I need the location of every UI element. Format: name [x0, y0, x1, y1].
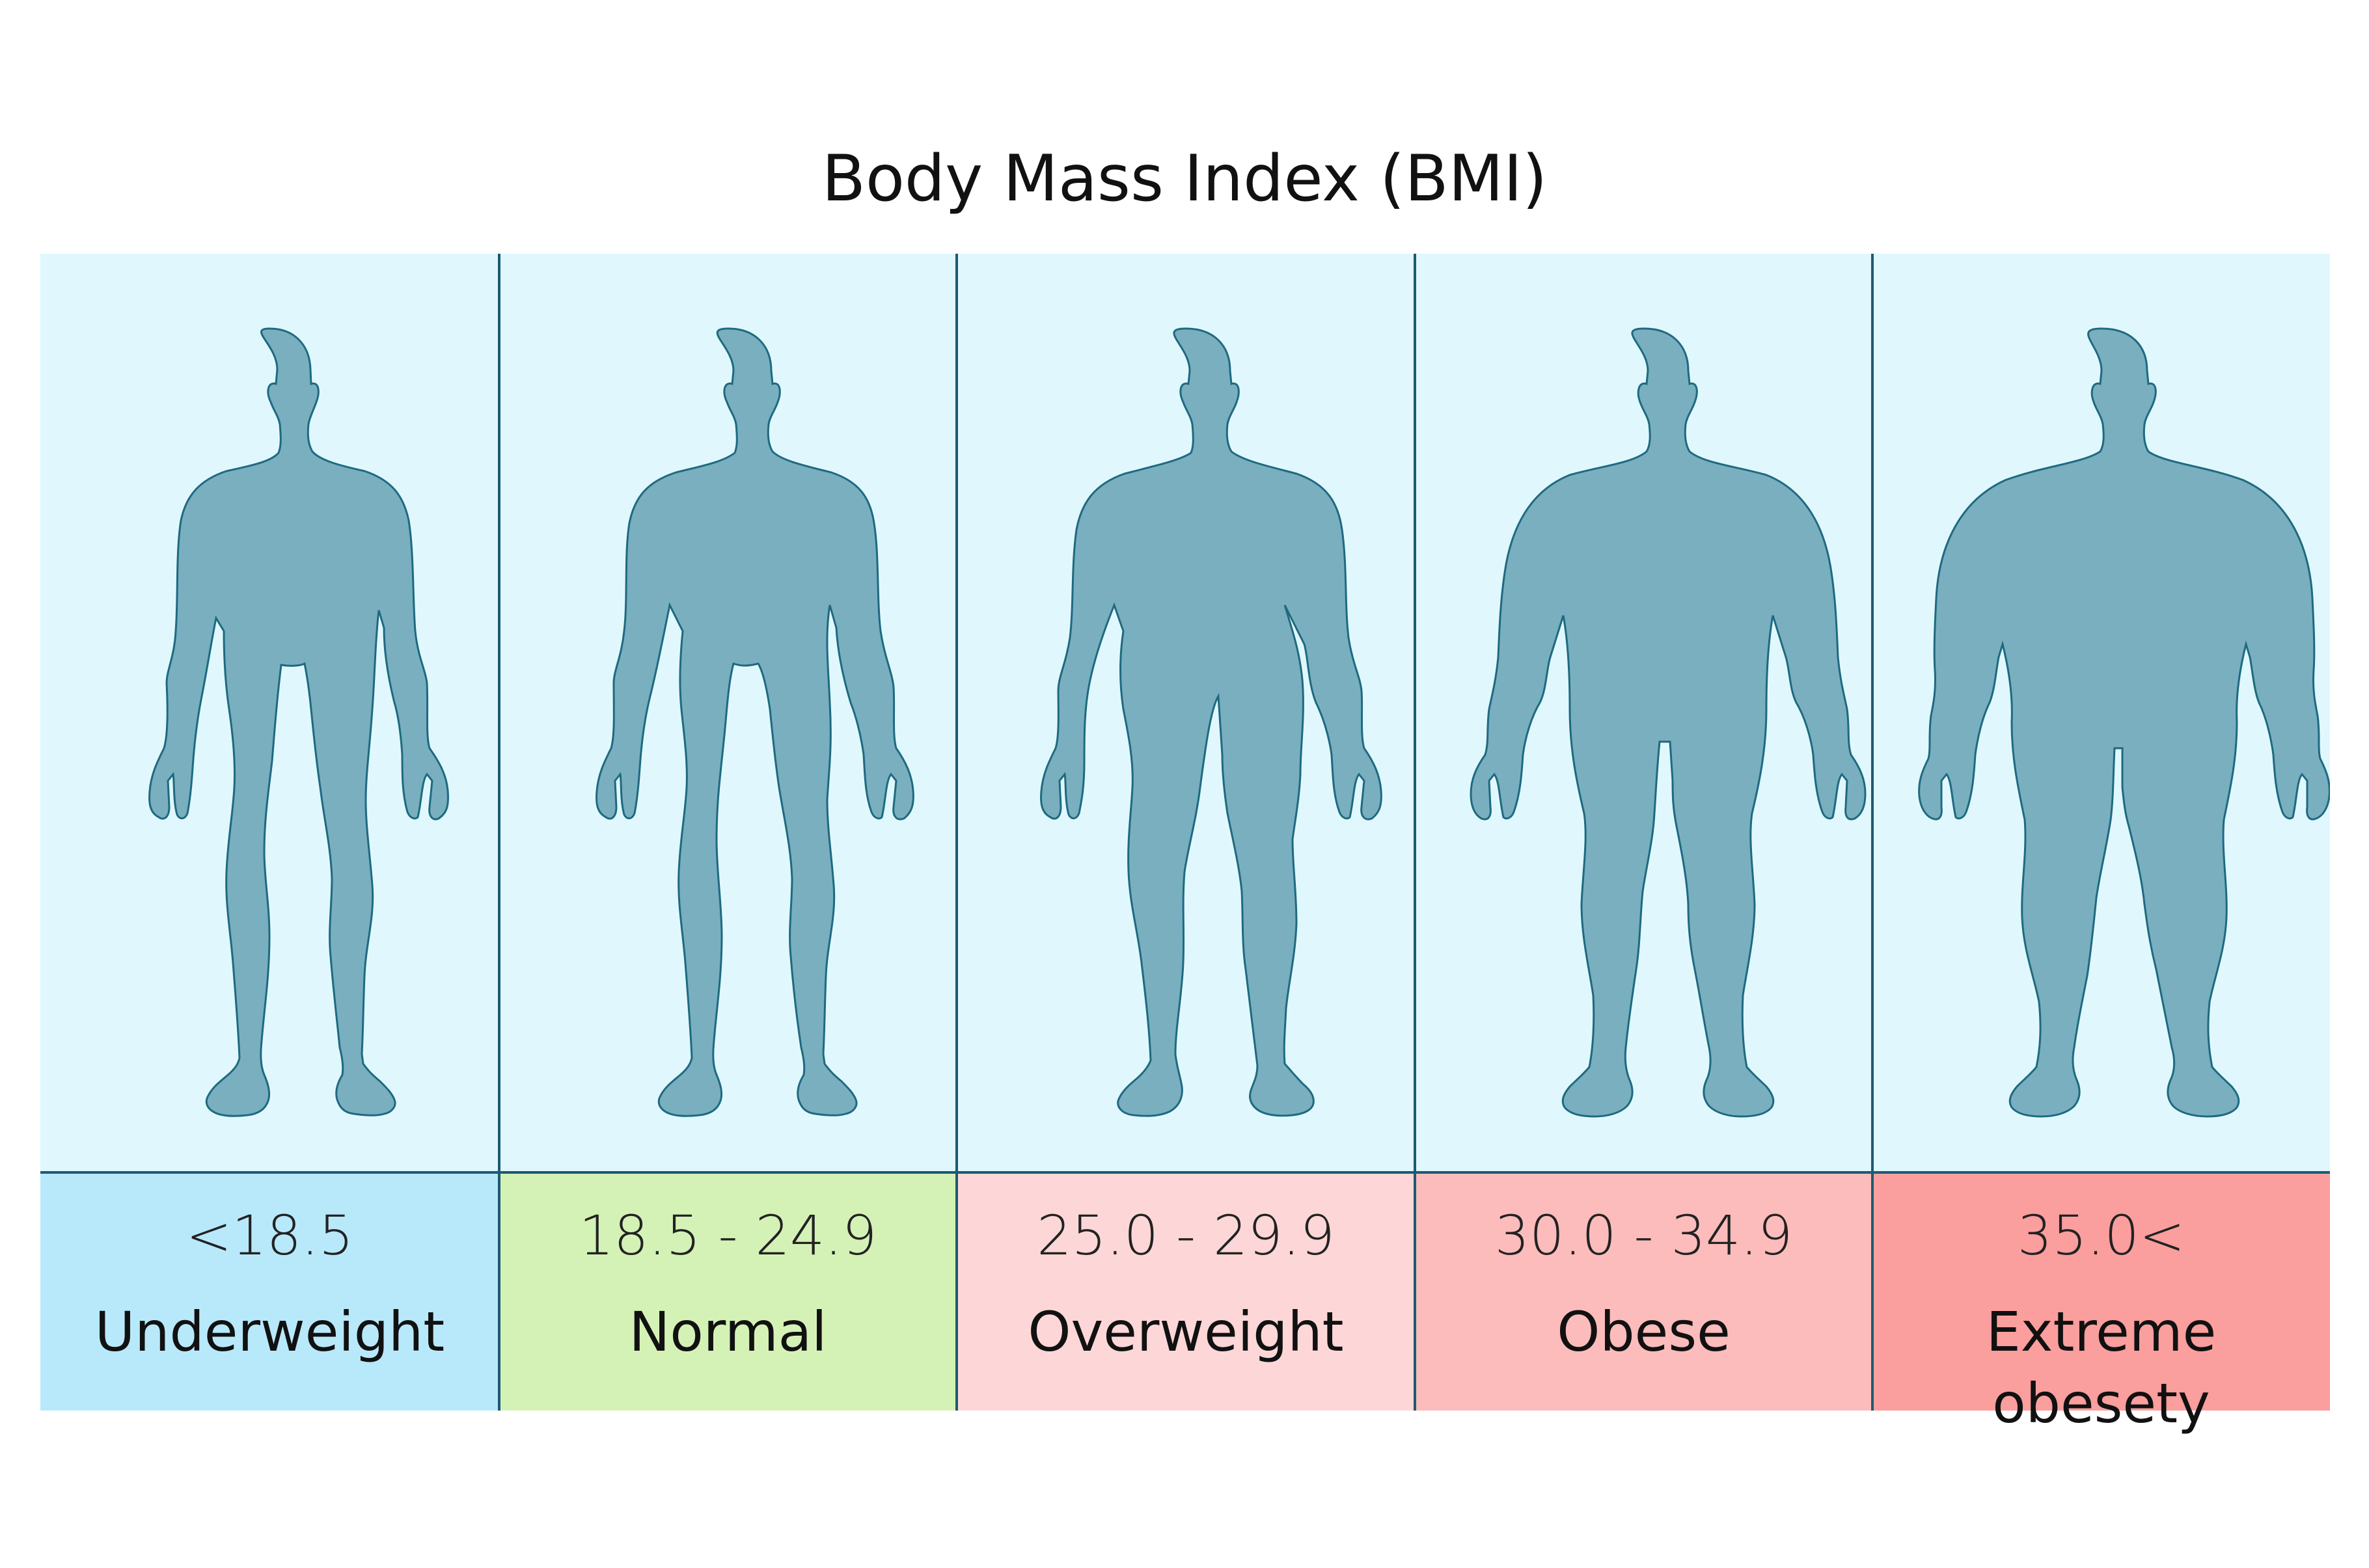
- label-area: 25.0 - 29.9 Overweight: [957, 1172, 1415, 1411]
- panel-underweight: <18.5 Underweight: [40, 254, 499, 1411]
- panel-divider: [1414, 254, 1416, 1411]
- bmi-range: 30.0 - 34.9: [1494, 1204, 1793, 1267]
- label-area: <18.5 Underweight: [40, 1172, 499, 1411]
- overweight-body-silhouette: [957, 254, 1415, 1172]
- panel-obese: 30.0 - 34.9 Obese: [1415, 254, 1872, 1411]
- normal-body-silhouette: [499, 254, 957, 1172]
- figure-area: [957, 254, 1415, 1172]
- label-separator-line: [40, 1171, 2330, 1174]
- bmi-category-label: Overweight: [1028, 1300, 1344, 1364]
- label-area: 18.5 - 24.9 Normal: [499, 1172, 957, 1411]
- panel-divider: [498, 254, 500, 1411]
- figure-area: [1415, 254, 1872, 1172]
- bmi-range: <18.5: [185, 1204, 354, 1267]
- label-area: 35.0< Extreme obesety: [1872, 1172, 2330, 1435]
- bmi-category-label: Obese: [1557, 1300, 1731, 1364]
- label-area: 30.0 - 34.9 Obese: [1415, 1172, 1872, 1411]
- panel-divider: [1871, 254, 1874, 1411]
- panel-extreme-obesety: 35.0< Extreme obesety: [1872, 254, 2330, 1435]
- bmi-category-label: Normal: [629, 1300, 827, 1364]
- panel-divider: [955, 254, 958, 1411]
- obese-body-silhouette: [1415, 254, 1872, 1172]
- panel-normal: 18.5 - 24.9 Normal: [499, 254, 957, 1411]
- bmi-range: 35.0<: [2017, 1204, 2185, 1267]
- figure-area: [499, 254, 957, 1172]
- panel-overweight: 25.0 - 29.9 Overweight: [957, 254, 1415, 1411]
- bmi-range: 25.0 - 29.9: [1037, 1204, 1335, 1267]
- extreme-obese-body-silhouette: [1872, 254, 2330, 1172]
- page-title: Body Mass Index (BMI): [821, 142, 1548, 216]
- bmi-chart: <18.5 Underweight 18.5 - 24.9 Normal 25.…: [40, 254, 2330, 1435]
- figure-area: [1872, 254, 2330, 1172]
- bmi-range: 18.5 - 24.9: [579, 1204, 877, 1267]
- bmi-category-label: Extreme obesety: [1986, 1300, 2217, 1435]
- thin-body-silhouette: [40, 254, 499, 1172]
- figure-area: [40, 254, 499, 1172]
- bmi-category-label: Underweight: [94, 1300, 445, 1364]
